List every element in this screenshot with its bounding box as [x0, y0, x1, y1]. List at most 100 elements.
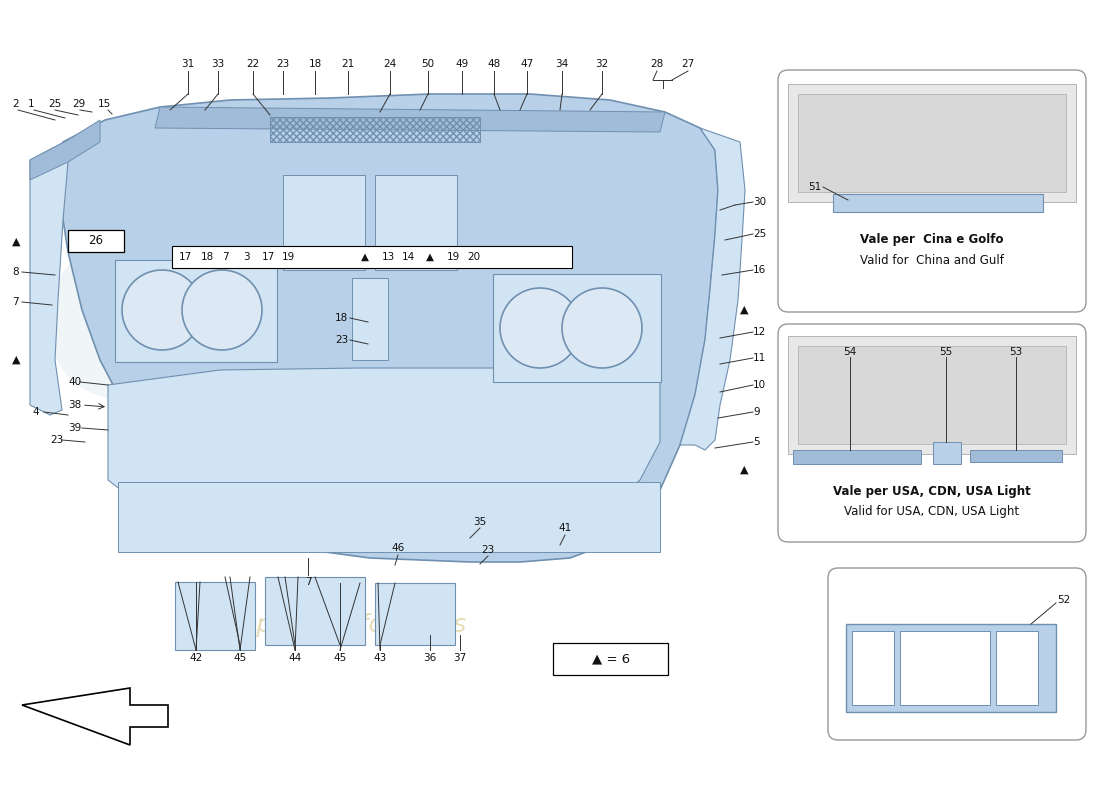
Text: 34: 34 [556, 59, 569, 69]
Text: 32: 32 [595, 59, 608, 69]
Circle shape [182, 270, 262, 350]
Text: 22: 22 [246, 59, 260, 69]
Text: 17: 17 [178, 252, 191, 262]
Text: 1: 1 [28, 99, 34, 109]
Polygon shape [30, 140, 68, 415]
Circle shape [562, 288, 642, 368]
FancyBboxPatch shape [828, 568, 1086, 740]
Text: 51: 51 [808, 182, 822, 192]
Text: 20: 20 [468, 252, 481, 262]
Bar [175, 582, 255, 650]
Text: 48: 48 [487, 59, 500, 69]
Text: 13: 13 [382, 252, 395, 262]
Text: 52: 52 [1057, 595, 1070, 605]
Text: 43: 43 [373, 653, 386, 663]
Polygon shape [118, 482, 660, 552]
Bar [375, 583, 455, 645]
Bar [172, 246, 572, 268]
Text: 36: 36 [424, 653, 437, 663]
Text: 45: 45 [233, 653, 246, 663]
Bar [996, 631, 1038, 705]
Text: ▲: ▲ [740, 465, 748, 475]
Text: 14: 14 [402, 252, 415, 262]
Text: 19: 19 [447, 252, 460, 262]
Text: 45: 45 [333, 653, 346, 663]
Bar [798, 94, 1066, 192]
Text: 17: 17 [262, 252, 275, 262]
Text: 28: 28 [650, 59, 663, 69]
Circle shape [122, 270, 202, 350]
Bar [798, 346, 1066, 444]
Text: 38: 38 [68, 400, 81, 410]
Text: 18: 18 [334, 313, 348, 323]
Text: 40: 40 [68, 377, 81, 387]
Text: 41: 41 [559, 523, 572, 533]
Text: 9: 9 [754, 407, 760, 417]
Text: 3: 3 [243, 252, 250, 262]
Bar [846, 624, 1056, 712]
Polygon shape [30, 120, 100, 180]
Bar [265, 577, 365, 645]
Bar [352, 278, 388, 360]
Polygon shape [108, 368, 660, 548]
Text: 24: 24 [384, 59, 397, 69]
Text: 2: 2 [12, 99, 19, 109]
Text: 30: 30 [754, 197, 766, 207]
Bar [375, 175, 456, 270]
FancyBboxPatch shape [778, 324, 1086, 542]
Polygon shape [58, 94, 718, 562]
Bar [493, 274, 661, 382]
Text: 5: 5 [754, 437, 760, 447]
Text: Valid for  China and Gulf: Valid for China and Gulf [860, 254, 1004, 266]
Text: 11: 11 [754, 353, 767, 363]
Text: 18: 18 [308, 59, 321, 69]
Text: 7: 7 [12, 297, 19, 307]
Text: 35: 35 [473, 517, 486, 527]
Polygon shape [22, 688, 168, 745]
Text: 7: 7 [305, 577, 311, 587]
Text: 31: 31 [182, 59, 195, 69]
Bar [788, 84, 1076, 202]
Text: 23: 23 [334, 335, 348, 345]
Text: 16: 16 [754, 265, 767, 275]
Bar [900, 631, 990, 705]
Polygon shape [680, 128, 745, 450]
Text: 46: 46 [392, 543, 405, 553]
Bar [283, 175, 365, 270]
Text: 37: 37 [453, 653, 466, 663]
Text: 8: 8 [12, 267, 19, 277]
Text: 12: 12 [754, 327, 767, 337]
Text: ▲: ▲ [361, 252, 368, 262]
Text: 42: 42 [189, 653, 202, 663]
Text: ▲: ▲ [740, 305, 748, 315]
Text: Valid for USA, CDN, USA Light: Valid for USA, CDN, USA Light [845, 506, 1020, 518]
Text: 29: 29 [72, 99, 86, 109]
Bar [68, 230, 124, 252]
Bar [933, 442, 961, 464]
Text: Vale per USA, CDN, USA Light: Vale per USA, CDN, USA Light [833, 486, 1031, 498]
Text: 53: 53 [1010, 347, 1023, 357]
Text: Vale per  Cina e Golfo: Vale per Cina e Golfo [860, 234, 1003, 246]
Text: 25: 25 [754, 229, 767, 239]
Bar [553, 643, 668, 675]
Text: 7: 7 [222, 252, 229, 262]
Text: a passion for parts: a passion for parts [233, 613, 466, 637]
Bar [793, 450, 921, 464]
Text: 19: 19 [282, 252, 295, 262]
Bar [788, 336, 1076, 454]
Text: 54: 54 [844, 347, 857, 357]
Polygon shape [155, 107, 666, 132]
Text: 55: 55 [939, 347, 953, 357]
Text: 50: 50 [421, 59, 434, 69]
Text: 25: 25 [48, 99, 62, 109]
Text: 49: 49 [455, 59, 469, 69]
Text: 44: 44 [288, 653, 301, 663]
Bar [833, 194, 1043, 212]
Text: 21: 21 [341, 59, 354, 69]
FancyBboxPatch shape [778, 70, 1086, 312]
Circle shape [500, 288, 580, 368]
Text: 23: 23 [50, 435, 64, 445]
Text: 26: 26 [88, 234, 103, 247]
Text: 33: 33 [211, 59, 224, 69]
Bar [116, 260, 277, 362]
